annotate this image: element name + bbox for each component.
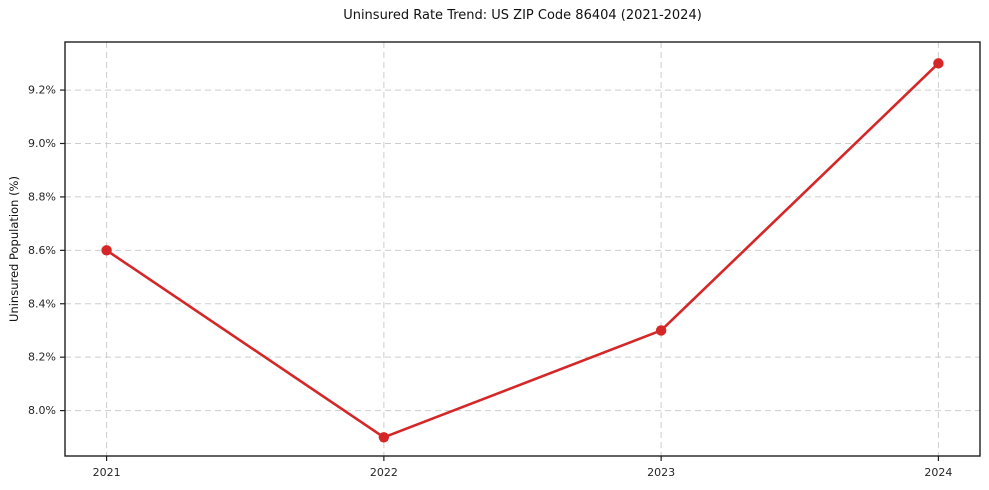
trend-line-series bbox=[101, 58, 944, 443]
x-tick-label: 2021 bbox=[93, 466, 121, 479]
data-point bbox=[101, 245, 112, 256]
y-tick-label: 9.0% bbox=[28, 137, 56, 150]
y-tick-label: 8.4% bbox=[28, 297, 56, 310]
y-tick-label: 8.6% bbox=[28, 244, 56, 257]
data-point bbox=[378, 432, 390, 443]
y-tick-label: 8.2% bbox=[28, 351, 56, 364]
y-tick-label: 8.0% bbox=[28, 404, 56, 417]
data-point bbox=[655, 325, 667, 336]
y-axis-label: Uninsured Population (%) bbox=[7, 176, 21, 322]
axis-tick-labels: 8.0% 8.2% 8.4% 8.6% 8.8% 9.0% 9.2% 2021 2022 2023… bbox=[28, 84, 952, 479]
trend-line bbox=[105, 62, 940, 439]
chart-title: Uninsured Rate Trend: US ZIP Code 86404 … bbox=[343, 8, 702, 23]
data-point bbox=[933, 58, 944, 69]
y-tick-label: 8.8% bbox=[28, 190, 56, 203]
x-tick-label: 2024 bbox=[924, 466, 952, 479]
axis-ticks bbox=[60, 89, 940, 461]
gridlines bbox=[65, 42, 980, 456]
x-tick-label: 2022 bbox=[370, 466, 398, 479]
y-tick-label: 9.2% bbox=[28, 84, 56, 97]
x-tick-label: 2023 bbox=[647, 466, 675, 479]
plot-frame bbox=[64, 41, 981, 457]
